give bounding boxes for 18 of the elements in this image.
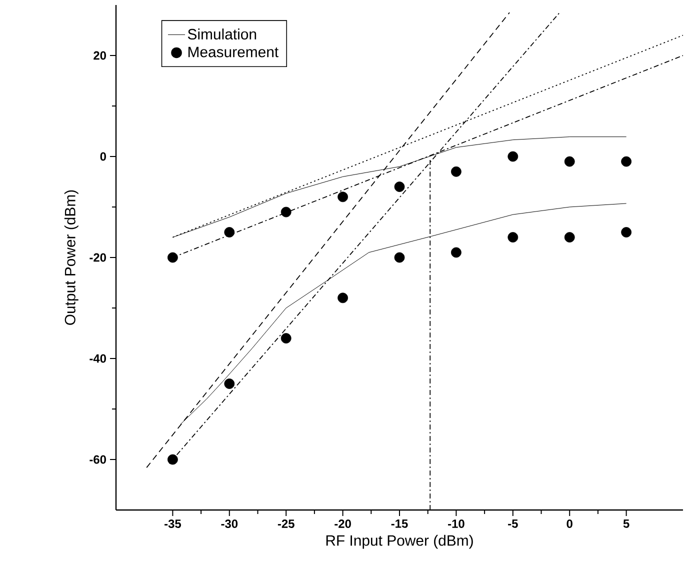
x-tick-label: -30 bbox=[221, 520, 238, 528]
x-axis-title: RF Input Power (dBm) bbox=[326, 534, 473, 549]
y-tick-label: 20 bbox=[94, 51, 106, 60]
y-tick-label: -40 bbox=[90, 354, 106, 363]
y-tick-label: -20 bbox=[90, 253, 106, 262]
y-tick-label: 0 bbox=[100, 152, 106, 161]
x-tick-label: 0 bbox=[566, 520, 572, 528]
legend-label: Simulation bbox=[188, 28, 256, 40]
y-axis-title: Output Power (dBm) bbox=[64, 190, 78, 325]
x-tick-label: -25 bbox=[278, 520, 294, 528]
x-tick-label: -5 bbox=[508, 520, 518, 528]
x-tick-label: -10 bbox=[448, 520, 464, 528]
x-tick-label: -15 bbox=[391, 520, 408, 528]
x-tick-label: 5 bbox=[623, 520, 630, 528]
legend-label: Measurement bbox=[188, 46, 279, 58]
x-tick-label: -20 bbox=[334, 520, 351, 528]
x-tick-label: -35 bbox=[164, 520, 182, 528]
y-tick-label: -60 bbox=[90, 455, 106, 464]
